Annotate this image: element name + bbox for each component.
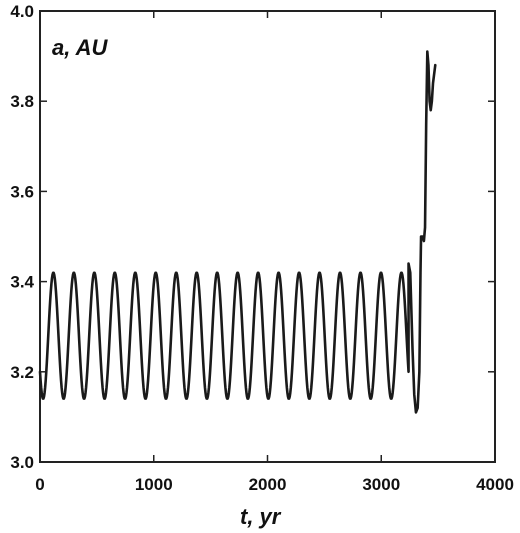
x-tick-label: 3000	[362, 475, 400, 494]
y-tick-label: 3.0	[10, 453, 34, 472]
x-tick-label: 2000	[249, 475, 287, 494]
y-tick-label: 3.2	[10, 363, 34, 382]
y-tick-label: 3.6	[10, 182, 34, 201]
y-axis: 3.0 3.2 3.4 3.6 3.8 4.0	[10, 2, 495, 472]
x-tick-label: 1000	[135, 475, 173, 494]
series-line	[38, 50, 437, 414]
x-tick-label: 4000	[476, 475, 514, 494]
y-tick-label: 3.4	[10, 273, 34, 292]
y-tick-label: 4.0	[10, 2, 34, 21]
x-axis: 0 1000 2000 3000 4000	[35, 11, 514, 494]
y-tick-label: 3.8	[10, 92, 34, 111]
x-tick-label: 0	[35, 475, 44, 494]
series-group	[38, 50, 437, 414]
y-axis-title: a, AU	[52, 35, 109, 60]
x-axis-title: t, yr	[240, 504, 282, 529]
